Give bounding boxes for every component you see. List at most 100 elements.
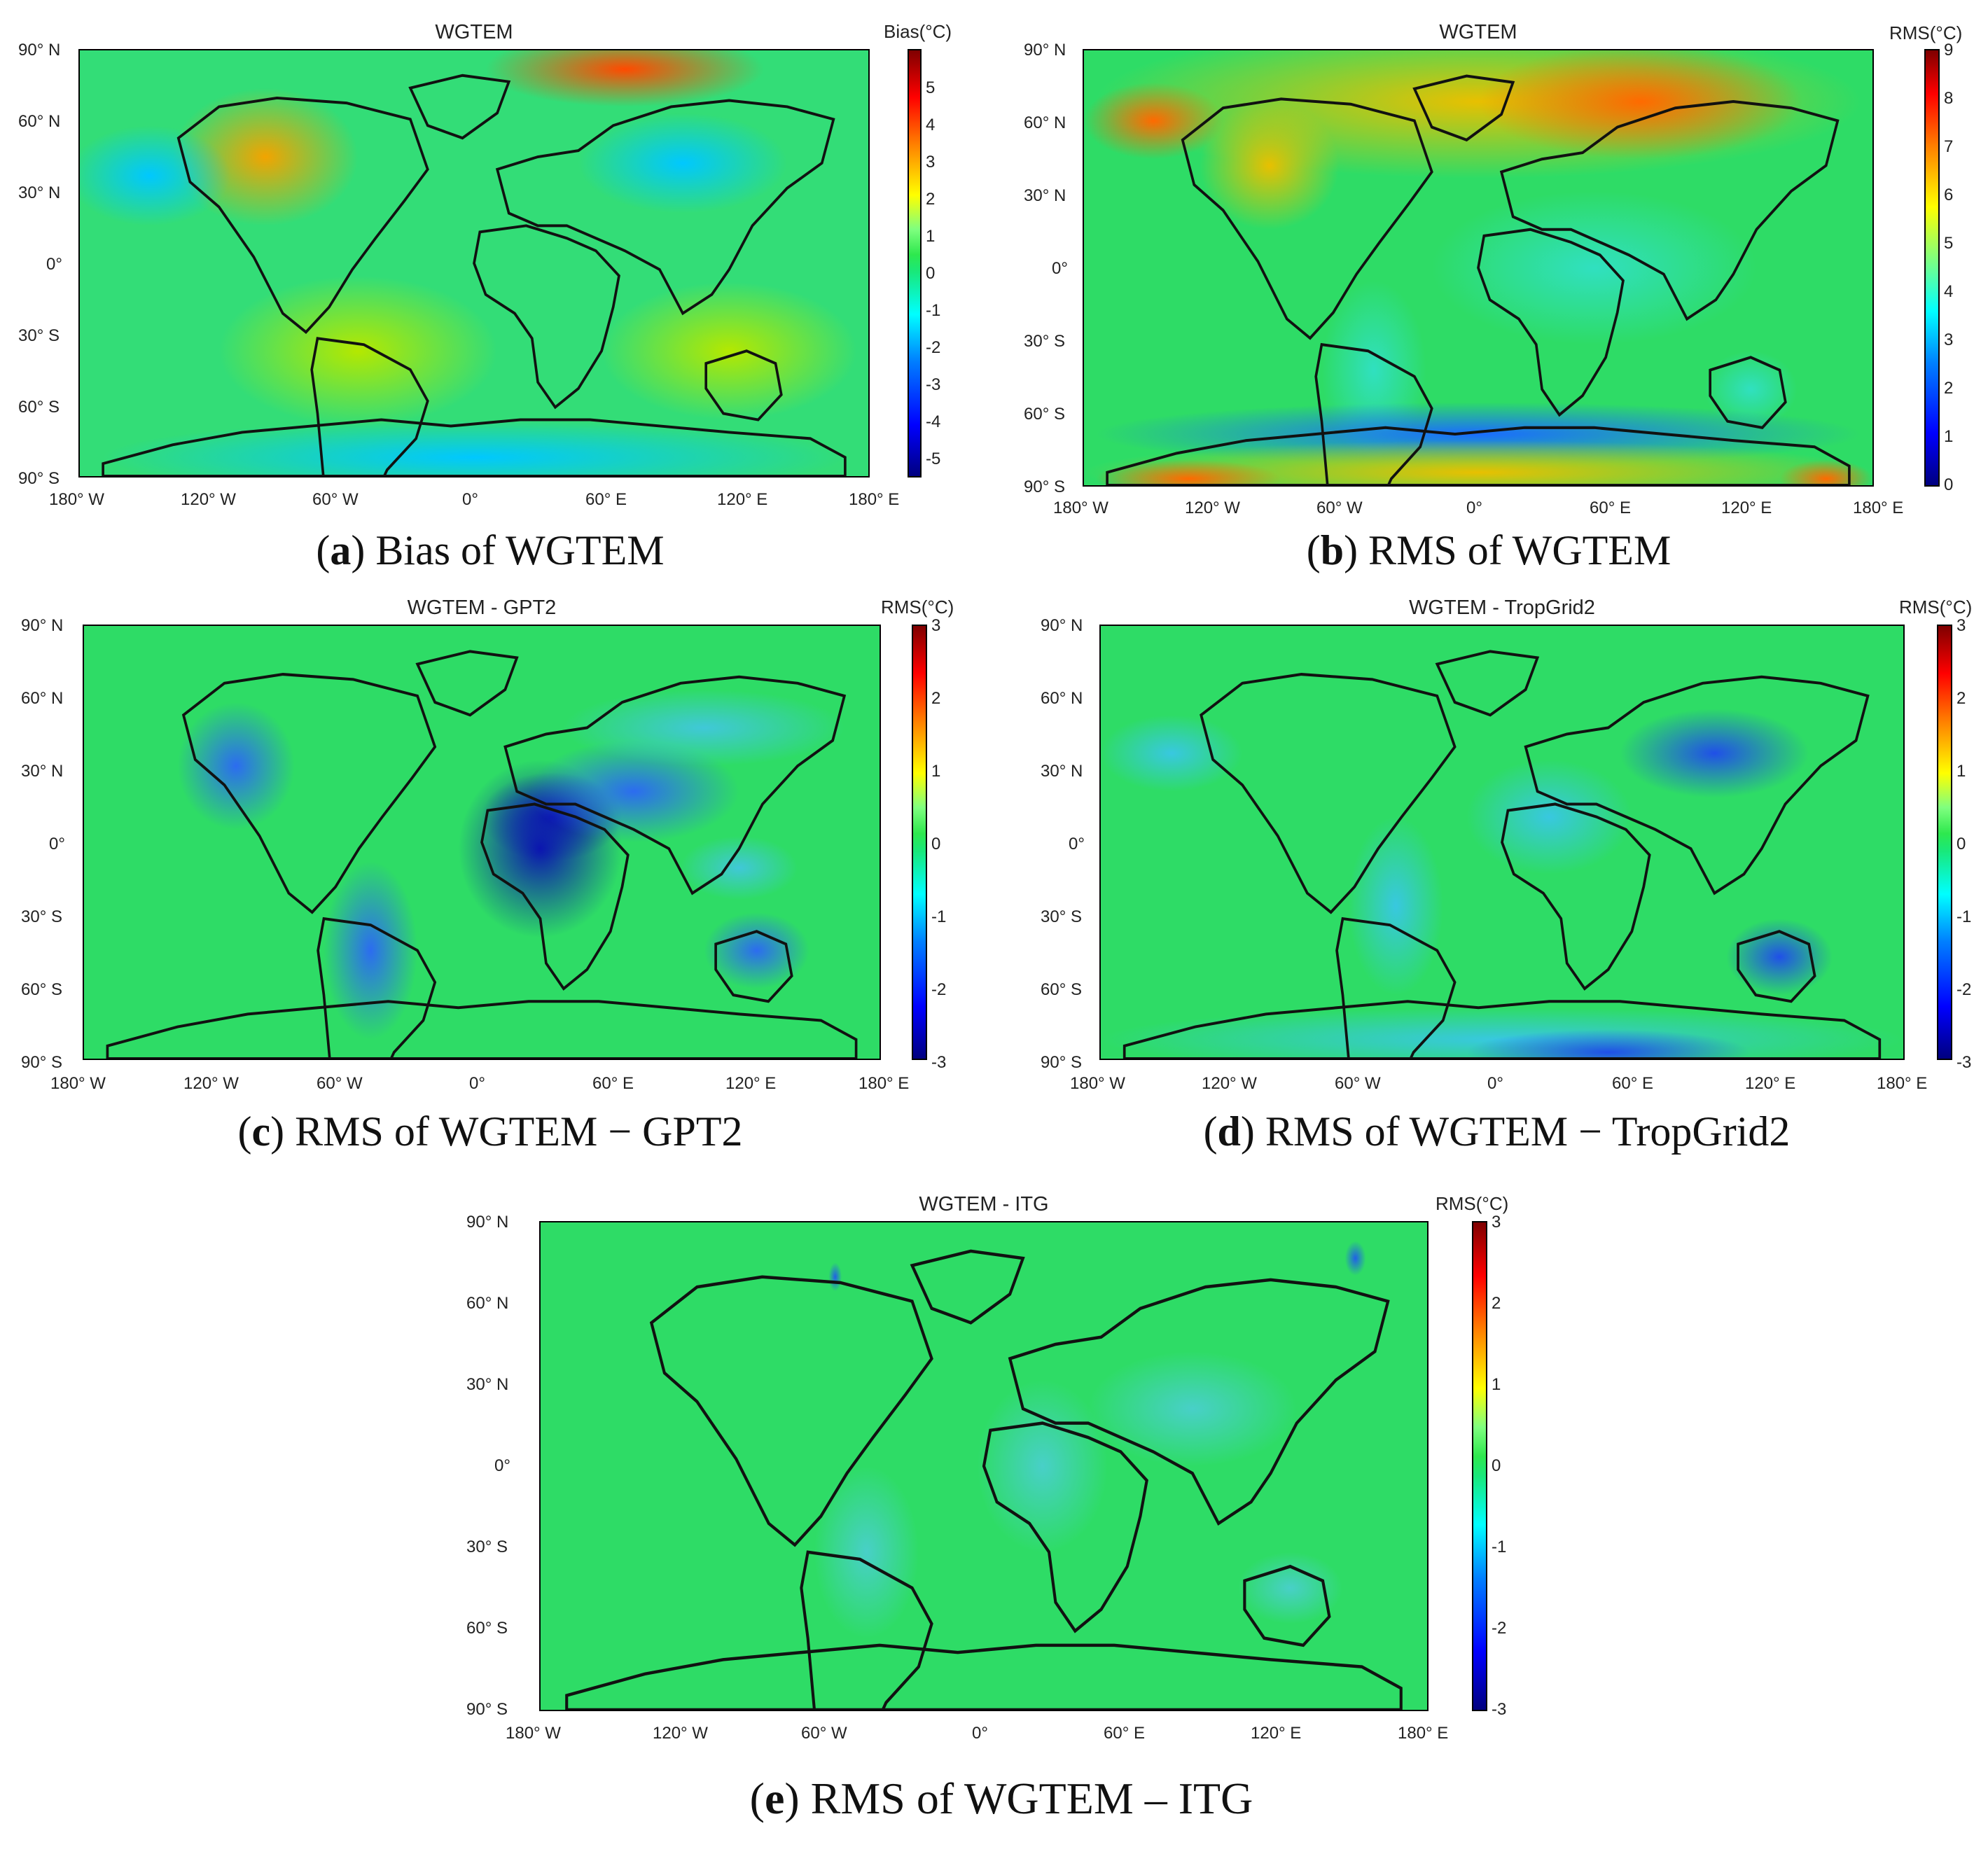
map-plot <box>1083 49 1874 487</box>
lon-tick: 60° W <box>1335 1074 1381 1093</box>
lat-tick: 90° N <box>1024 41 1066 60</box>
colorbar-tick: -1 <box>931 907 947 926</box>
lon-tick: 120° E <box>717 490 768 509</box>
colorbar-tick: 1 <box>1956 762 1966 781</box>
lon-tick: 180° E <box>1853 499 1904 517</box>
heatmap-svg <box>1084 50 1872 485</box>
lat-tick: 0° <box>494 1456 510 1475</box>
lon-tick: 180° E <box>1398 1724 1449 1743</box>
lat-tick: 60° N <box>466 1294 509 1313</box>
colorbar-tick: -3 <box>1492 1700 1507 1719</box>
colorbar-tick: 3 <box>1956 616 1966 635</box>
lat-tick: 60° S <box>21 980 62 999</box>
lon-tick: 0° <box>972 1724 988 1743</box>
lat-tick: 60° N <box>18 112 61 131</box>
map-plot <box>78 49 870 478</box>
lon-tick: 180° E <box>1877 1074 1928 1093</box>
lat-tick: 60° N <box>1024 113 1066 132</box>
lat-tick: 30° N <box>18 183 61 202</box>
map-plot <box>539 1221 1429 1711</box>
lat-tick: 0° <box>46 255 62 274</box>
colorbar-tick: 5 <box>1944 234 1954 253</box>
lon-tick: 60° W <box>801 1724 847 1743</box>
lat-tick: 90° S <box>18 469 60 488</box>
lon-tick: 120° E <box>725 1074 777 1093</box>
lat-tick: 30° N <box>21 762 64 781</box>
panel-d: WGTEM - TropGrid2 90° N 60° N 30° N 0° 3… <box>1006 590 1988 1178</box>
colorbar <box>1472 1221 1487 1711</box>
lon-tick: 120° E <box>1721 499 1772 517</box>
lon-tick: 60° W <box>317 1074 363 1093</box>
lat-tick: 60° N <box>1041 689 1083 708</box>
colorbar-title: RMS(°C) <box>1899 597 1973 618</box>
colorbar-tick: -2 <box>1492 1619 1507 1638</box>
lon-tick: 180° E <box>849 490 900 509</box>
colorbar-tick: 2 <box>931 689 941 708</box>
lat-tick: 60° S <box>1024 405 1065 424</box>
colorbar-tick: 0 <box>1492 1456 1501 1475</box>
panel-b: WGTEM 90° N 60° N 30° N 0° 30° S <box>1006 0 1988 588</box>
colorbar-tick: -1 <box>926 301 941 320</box>
colorbar-title: Bias(°C) <box>884 21 952 42</box>
lat-tick: 90° N <box>466 1213 509 1232</box>
colorbar-tick: 9 <box>1944 41 1954 60</box>
map-plot <box>83 625 881 1060</box>
colorbar-tick: 0 <box>1944 475 1954 494</box>
plot-title: WGTEM <box>435 21 513 43</box>
colorbar-tick: 3 <box>1944 330 1954 349</box>
plot-title: WGTEM <box>1439 21 1517 43</box>
lon-tick: 120° W <box>1185 499 1240 517</box>
panel-caption: (d) RMS of WGTEM − TropGrid2 <box>1203 1108 1791 1155</box>
lon-tick: 60° E <box>1590 499 1631 517</box>
colorbar-tick: 8 <box>1944 89 1954 108</box>
lat-tick: 30° N <box>466 1375 509 1394</box>
lat-tick: 30° N <box>1041 762 1083 781</box>
lon-tick: 120° W <box>183 1074 239 1093</box>
colorbar-tick: 2 <box>1944 379 1954 398</box>
colorbar-tick: -1 <box>1492 1538 1507 1556</box>
lon-tick: 180° W <box>1053 499 1108 517</box>
lat-tick: 30° N <box>1024 186 1066 205</box>
lat-tick: 30° S <box>1041 907 1082 926</box>
colorbar-tick: 1 <box>1492 1375 1501 1394</box>
lat-tick: 60° S <box>18 398 60 417</box>
colorbar-tick: 3 <box>1492 1213 1501 1232</box>
colorbar-tick: -2 <box>926 338 941 357</box>
lon-tick: 120° E <box>1745 1074 1796 1093</box>
colorbar-tick: 4 <box>926 116 936 134</box>
map-plot <box>1099 625 1905 1060</box>
colorbar-tick: 2 <box>926 190 936 209</box>
colorbar-tick: -5 <box>926 449 941 468</box>
lon-tick: 120° W <box>653 1724 708 1743</box>
lon-tick: 60° W <box>1316 499 1363 517</box>
colorbar-tick: 1 <box>1944 427 1954 446</box>
lat-tick: 90° S <box>1041 1053 1082 1072</box>
lon-tick: 60° E <box>1104 1724 1145 1743</box>
lat-tick: 30° S <box>21 907 62 926</box>
colorbar <box>1937 625 1952 1060</box>
colorbar-tick: 1 <box>931 762 941 781</box>
colorbar-tick: 7 <box>1944 137 1954 156</box>
colorbar-tick: 2 <box>1956 689 1966 708</box>
lat-tick: 90° N <box>21 616 64 635</box>
colorbar-tick: 2 <box>1492 1294 1501 1313</box>
colorbar <box>912 625 927 1060</box>
panel-caption: (a) Bias of WGTEM <box>316 527 665 573</box>
lon-tick: 180° W <box>49 490 104 509</box>
colorbar-title: RMS(°C) <box>1889 22 1963 43</box>
colorbar-tick: 6 <box>1944 186 1954 204</box>
colorbar-tick: 0 <box>926 264 936 283</box>
lat-tick: 90° S <box>466 1700 508 1719</box>
colorbar-tick: 5 <box>926 78 936 97</box>
lat-tick: 0° <box>1052 259 1068 278</box>
lon-tick: 180° E <box>859 1074 910 1093</box>
colorbar-tick: -3 <box>931 1053 947 1072</box>
lon-tick: 60° E <box>585 490 627 509</box>
lon-tick: 60° E <box>592 1074 634 1093</box>
lat-tick: 30° S <box>18 326 60 345</box>
colorbar-tick: -3 <box>1956 1053 1972 1072</box>
lon-tick: 120° W <box>1202 1074 1257 1093</box>
colorbar-title: RMS(°C) <box>881 597 954 618</box>
plot-title: WGTEM - ITG <box>919 1193 1049 1215</box>
lat-tick: 90° N <box>1041 616 1083 635</box>
